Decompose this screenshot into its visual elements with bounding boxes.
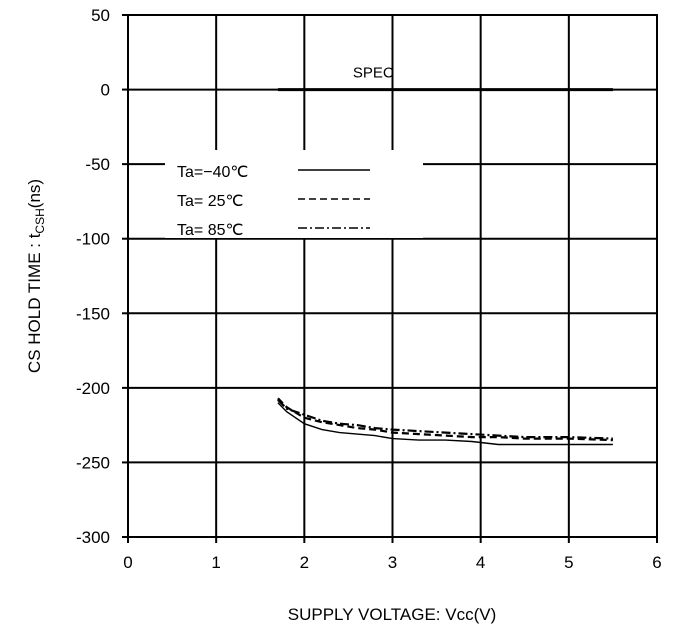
y-tick-label: -100	[76, 230, 110, 249]
x-tick-label: 6	[652, 553, 661, 572]
y-axis-title-sub: CSH	[33, 208, 47, 233]
y-tick-label: -200	[76, 379, 110, 398]
y-tick-label: -50	[85, 155, 110, 174]
y-axis-title-unit: (ns)	[25, 179, 44, 208]
series-line	[277, 402, 613, 446]
axes: 0 1 2 3 4 5 6 50 0 -50 -100 -150 -200 -250 -300	[76, 6, 662, 572]
x-tick-label: 2	[300, 553, 309, 572]
legend-label: Ta= 85℃	[177, 222, 243, 239]
legend: Ta=−40℃ Ta= 25℃ Ta= 85℃	[165, 150, 423, 239]
legend-label: Ta= 25℃	[177, 193, 243, 210]
y-axis-title-main: CS HOLD TIME : t	[25, 233, 44, 373]
labels: SUPPLY VOLTAGE: Vcc(V) CS HOLD TIME : tC…	[25, 179, 496, 624]
y-tick-label: 50	[91, 6, 110, 25]
series-layer: SPEC	[277, 65, 613, 446]
series-line	[277, 399, 613, 440]
x-tick-label: 5	[564, 553, 573, 572]
x-tick-label: 1	[211, 553, 220, 572]
legend-box	[165, 150, 423, 238]
y-tick-label: -300	[76, 528, 110, 547]
x-tick-label: 4	[476, 553, 485, 572]
spec-label: SPEC	[353, 65, 394, 82]
grid	[128, 15, 657, 537]
y-tick-label: 0	[101, 81, 110, 100]
y-axis-title: CS HOLD TIME : tCSH(ns)	[25, 179, 47, 373]
series-line	[277, 397, 613, 442]
y-tick-label: -150	[76, 304, 110, 323]
y-tick-label: -250	[76, 453, 110, 472]
x-tick-label: 0	[123, 553, 132, 572]
x-tick-label: 3	[388, 553, 397, 572]
x-axis-title: SUPPLY VOLTAGE: Vcc(V)	[288, 605, 496, 624]
legend-label: Ta=−40℃	[177, 164, 248, 181]
